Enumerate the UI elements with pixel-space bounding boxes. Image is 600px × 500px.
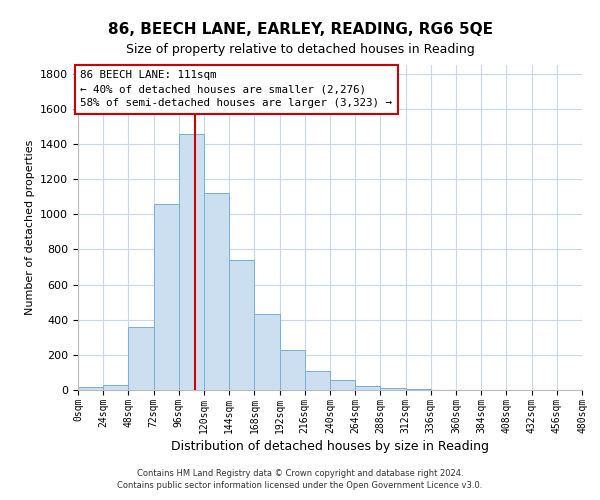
Text: Size of property relative to detached houses in Reading: Size of property relative to detached ho… xyxy=(125,42,475,56)
Bar xyxy=(103,384,128,390)
Bar xyxy=(78,388,103,390)
Text: Contains HM Land Registry data © Crown copyright and database right 2024.
Contai: Contains HM Land Registry data © Crown c… xyxy=(118,469,482,490)
Text: 86 BEECH LANE: 111sqm
← 40% of detached houses are smaller (2,276)
58% of semi-d: 86 BEECH LANE: 111sqm ← 40% of detached … xyxy=(80,70,392,108)
Y-axis label: Number of detached properties: Number of detached properties xyxy=(25,140,35,315)
Text: 86, BEECH LANE, EARLEY, READING, RG6 5QE: 86, BEECH LANE, EARLEY, READING, RG6 5QE xyxy=(107,22,493,38)
Bar xyxy=(330,380,355,390)
Bar xyxy=(380,388,406,390)
Bar xyxy=(154,204,179,390)
Bar xyxy=(254,314,280,390)
Bar xyxy=(406,389,431,390)
Bar xyxy=(204,193,229,390)
X-axis label: Distribution of detached houses by size in Reading: Distribution of detached houses by size … xyxy=(171,440,489,453)
Bar xyxy=(179,134,204,390)
Bar xyxy=(229,260,254,390)
Bar xyxy=(355,386,380,390)
Bar xyxy=(305,370,330,390)
Bar xyxy=(128,327,154,390)
Bar xyxy=(280,350,305,390)
